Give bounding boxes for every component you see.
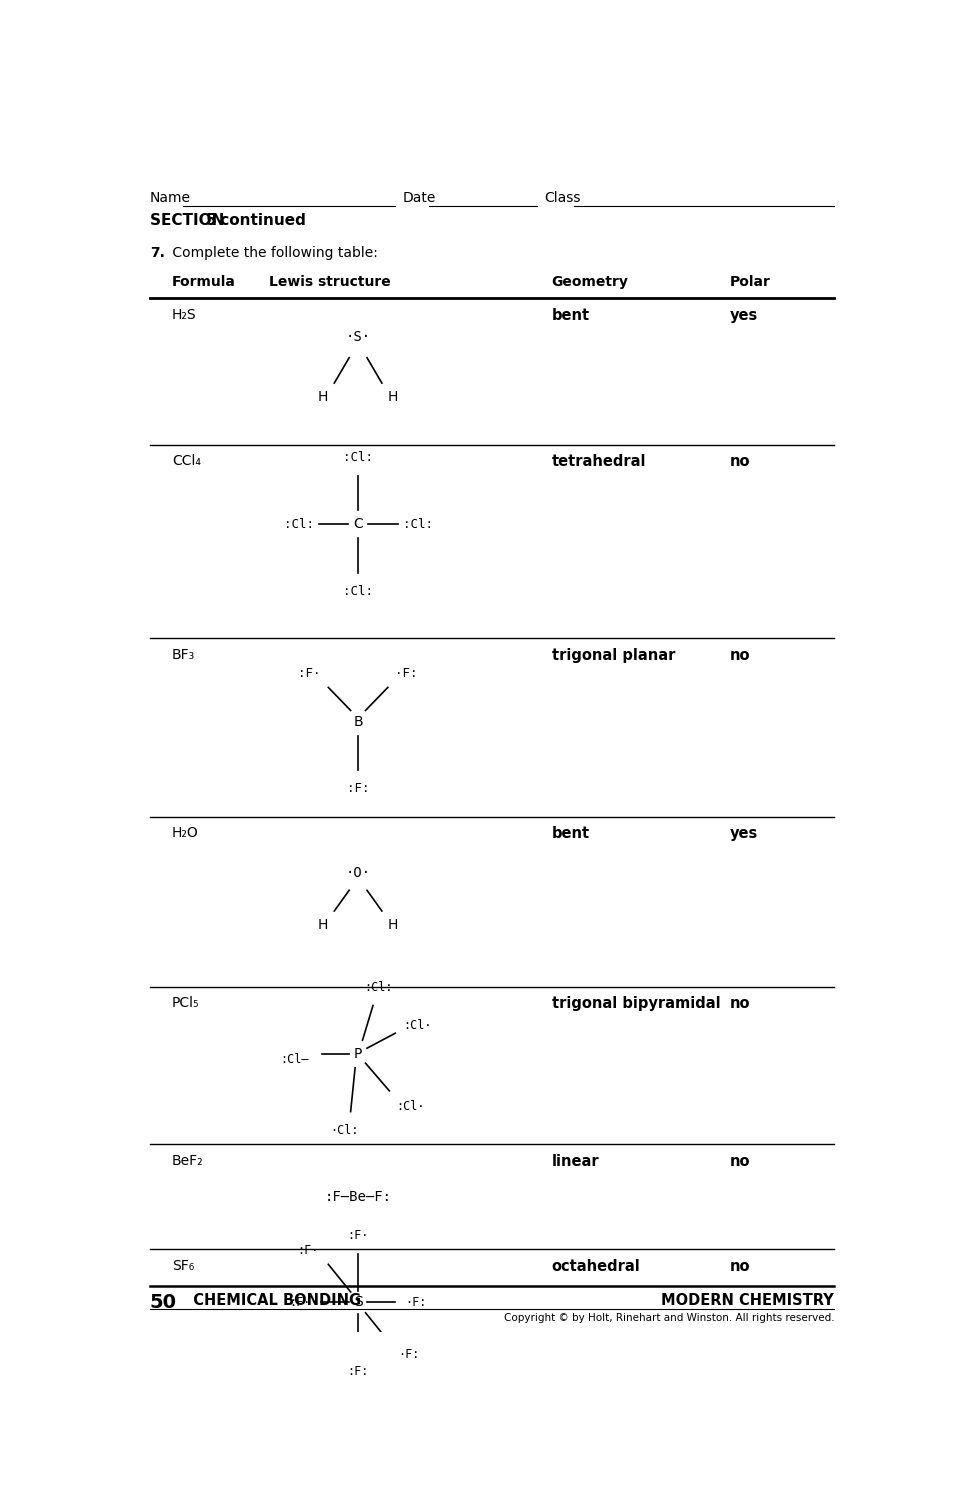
- Text: yes: yes: [730, 307, 758, 322]
- Text: Copyright © by Holt, Rinehart and Winston. All rights reserved.: Copyright © by Holt, Rinehart and Winsto…: [504, 1313, 834, 1323]
- Text: :Cl:: :Cl:: [283, 518, 314, 531]
- Text: MODERN CHEMISTRY: MODERN CHEMISTRY: [661, 1293, 834, 1308]
- Text: Lewis structure: Lewis structure: [269, 275, 391, 289]
- Text: CCl₄: CCl₄: [172, 454, 201, 469]
- Text: :F·: :F·: [299, 668, 321, 680]
- Text: BF₃: BF₃: [172, 648, 195, 662]
- Text: ·S·: ·S·: [346, 329, 371, 344]
- Text: H: H: [318, 389, 328, 404]
- Text: :Cl:: :Cl:: [343, 451, 373, 464]
- Text: Name: Name: [150, 192, 191, 205]
- Text: H: H: [388, 918, 398, 931]
- Text: :Cl·: :Cl·: [396, 1100, 424, 1114]
- Text: :Cl:: :Cl:: [365, 981, 394, 994]
- Text: P: P: [354, 1046, 362, 1061]
- Text: 5: 5: [205, 213, 216, 228]
- Text: SECTION: SECTION: [150, 213, 229, 228]
- Text: no: no: [730, 454, 751, 469]
- Text: :F—Be—F:: :F—Be—F:: [324, 1190, 392, 1204]
- Text: H: H: [318, 918, 328, 931]
- Text: BeF₂: BeF₂: [172, 1154, 204, 1168]
- Text: 7.: 7.: [150, 247, 164, 260]
- Text: continued: continued: [215, 213, 306, 228]
- Text: :F:: :F:: [348, 1365, 369, 1379]
- Text: bent: bent: [551, 826, 589, 841]
- Text: :F·: :F·: [289, 1296, 311, 1308]
- Text: Class: Class: [544, 192, 581, 205]
- Text: trigonal planar: trigonal planar: [551, 648, 675, 663]
- Text: B: B: [353, 716, 363, 729]
- Text: S: S: [353, 1295, 363, 1310]
- Text: bent: bent: [551, 307, 589, 322]
- Text: yes: yes: [730, 826, 758, 841]
- Text: PCl₅: PCl₅: [172, 996, 200, 1010]
- Text: no: no: [730, 648, 751, 663]
- Text: ·O·: ·O·: [346, 865, 371, 880]
- Text: trigonal bipyramidal: trigonal bipyramidal: [551, 996, 720, 1010]
- Text: :F·: :F·: [348, 1229, 369, 1243]
- Text: H: H: [388, 389, 398, 404]
- Text: Date: Date: [403, 192, 436, 205]
- Text: octahedral: octahedral: [551, 1259, 640, 1274]
- Text: 50: 50: [150, 1293, 177, 1313]
- Text: :Cl:: :Cl:: [402, 518, 433, 531]
- Text: no: no: [730, 996, 751, 1010]
- Text: ·Cl:: ·Cl:: [330, 1124, 359, 1136]
- Text: :Cl:: :Cl:: [343, 585, 373, 597]
- Text: Geometry: Geometry: [551, 275, 629, 289]
- Text: CHEMICAL BONDING: CHEMICAL BONDING: [183, 1293, 361, 1308]
- Text: :Cl—: :Cl—: [280, 1054, 309, 1066]
- Text: no: no: [730, 1154, 751, 1169]
- Text: :F·: :F·: [297, 1244, 318, 1257]
- Text: H₂O: H₂O: [172, 826, 199, 840]
- Text: Formula: Formula: [172, 275, 236, 289]
- Text: Complete the following table:: Complete the following table:: [168, 247, 378, 260]
- Text: :Cl·: :Cl·: [403, 1018, 432, 1031]
- Text: no: no: [730, 1259, 751, 1274]
- Text: SF₆: SF₆: [172, 1259, 194, 1272]
- Text: Polar: Polar: [730, 275, 771, 289]
- Text: ·F:: ·F:: [405, 1296, 427, 1308]
- Text: C: C: [353, 518, 363, 531]
- Text: ·F:: ·F:: [398, 1347, 420, 1361]
- Text: H₂S: H₂S: [172, 307, 197, 322]
- Text: ·F:: ·F:: [396, 668, 418, 680]
- Text: :F:: :F:: [347, 783, 370, 795]
- Text: tetrahedral: tetrahedral: [551, 454, 646, 469]
- Text: linear: linear: [551, 1154, 599, 1169]
